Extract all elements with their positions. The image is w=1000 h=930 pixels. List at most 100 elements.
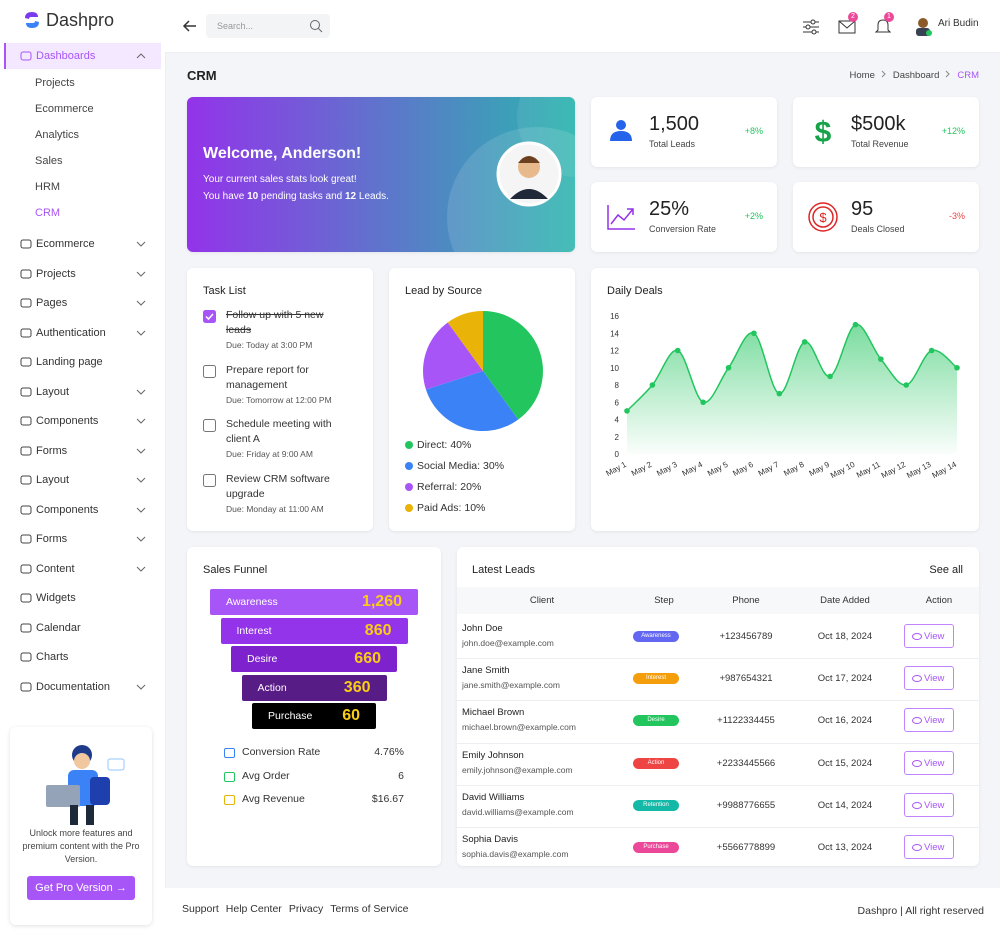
date: Oct 18, 2024 [817, 631, 873, 642]
legend-value: 30% [483, 460, 505, 472]
funnel-stage: Desire 660 [231, 646, 397, 672]
back-arrow[interactable] [182, 18, 198, 34]
mail-icon[interactable] [838, 19, 856, 35]
breadcrumb-item[interactable]: Home [849, 70, 875, 81]
nav-subitem[interactable]: Analytics [35, 129, 80, 141]
task-item[interactable]: Follow up with 5 new leads Due: Today at … [226, 308, 348, 353]
nav-item[interactable]: Ecommerce [36, 238, 95, 250]
nav-subitem[interactable]: Ecommerce [35, 103, 94, 115]
footer-links: Support Help Center Privacy Terms of Servic… [182, 903, 415, 915]
footer-link[interactable]: Privacy [288, 903, 324, 915]
nav-icon [20, 357, 32, 367]
funnel-stage: Purchase 60 [252, 703, 376, 729]
x-tick-label: May 4 [681, 460, 705, 478]
nav-item[interactable]: Authentication [36, 326, 106, 339]
nav-item[interactable]: Documentation [36, 680, 110, 693]
legend-dot [405, 462, 413, 470]
nav-item[interactable]: Forms [36, 444, 68, 457]
sep-path [881, 70, 886, 78]
nav-item[interactable]: Layout [36, 474, 70, 486]
nav-item[interactable]: Components [36, 503, 99, 516]
nav-item[interactable]: Widgets [36, 592, 76, 604]
nav-subitem[interactable]: CRM [35, 207, 61, 219]
bell-icon[interactable] [875, 17, 891, 35]
x-tick-label: May 12 [880, 460, 908, 481]
phone: +5566778899 [716, 842, 776, 853]
search-box[interactable] [206, 14, 330, 38]
nav-item[interactable]: Projects [36, 267, 76, 280]
breadcrumb-item[interactable]: Dashboard [892, 70, 940, 81]
settings-icon[interactable] [802, 18, 820, 36]
nav-item[interactable]: Calendar [36, 621, 81, 634]
metric-icon [224, 748, 235, 758]
nav-item[interactable]: Pages [36, 297, 68, 309]
nav-active-bg [4, 43, 161, 69]
phone: +1122334455 [717, 715, 775, 727]
eye-icon [912, 801, 922, 809]
checkbox [203, 419, 216, 433]
view-button[interactable]: View [904, 624, 954, 648]
nav-icon-shape [20, 298, 32, 308]
client-name: Jane Smith [462, 665, 510, 677]
y-tick-label: 16 [610, 312, 619, 321]
phone: +9988776655 [716, 799, 776, 811]
promo-button[interactable]: Get Pro Version → [27, 876, 135, 900]
chevron-path [136, 53, 146, 59]
see-all[interactable]: See all [929, 564, 963, 576]
task-item[interactable]: Prepare report for management Due: Tomorr… [226, 363, 348, 408]
task-item[interactable]: Review CRM software upgrade Due: Monday a… [226, 472, 348, 517]
view-button[interactable]: View [904, 708, 954, 733]
legend-value: 10% [464, 502, 486, 514]
view-button[interactable]: View [904, 792, 954, 817]
line-point [776, 390, 783, 397]
user-avatar[interactable] [912, 14, 934, 36]
stat-value: $500k [851, 113, 906, 135]
task-item[interactable]: Schedule meeting with client A Due: Frida… [226, 417, 348, 462]
legend-entry: Social Media30% [417, 458, 504, 474]
nav-item[interactable]: Landing page [36, 356, 103, 368]
x-tick-label: May 8 [782, 460, 806, 478]
nav-item[interactable]: Content [36, 562, 75, 575]
user-name[interactable]: Ari Budin [938, 18, 979, 29]
chart-title: Daily Deals [607, 285, 663, 297]
nav-item[interactable]: Charts [36, 651, 69, 663]
nav-item[interactable]: Forms [36, 533, 68, 545]
nav-icon-shape [20, 593, 32, 603]
footer-link[interactable]: Terms of Service [330, 903, 409, 915]
funnel-stage-name: Desire [247, 653, 278, 665]
footer-link[interactable]: Support [182, 903, 219, 915]
view-button[interactable]: View [904, 750, 954, 775]
nav-icon [20, 505, 32, 514]
line-point [903, 382, 910, 388]
stat-change: +2% [744, 211, 763, 221]
metric-label: Avg Revenue [242, 793, 305, 805]
nav-icon-shape [20, 534, 32, 544]
footer-link[interactable]: Help Center [225, 903, 282, 915]
client-email: sophia.davis@example.com [462, 849, 569, 859]
view-button[interactable]: View [904, 835, 954, 859]
task-due: Due: Monday at 11:00 AM [226, 504, 324, 515]
eye-shape [912, 844, 922, 851]
chevron-path [136, 536, 146, 542]
chevron [136, 330, 146, 336]
stat-icon: $ [815, 116, 832, 148]
eye-shape [912, 759, 922, 767]
nav-item[interactable]: Dashboards [36, 50, 96, 62]
breadcrumb-sep [946, 70, 951, 78]
nav-item[interactable]: Components [36, 415, 99, 427]
nav-subitem[interactable]: Sales [35, 155, 63, 167]
welcome-text: Leads. [356, 191, 389, 202]
legend-dot [405, 441, 413, 449]
nav-subitem[interactable]: HRM [35, 181, 61, 193]
metric-label: Conversion Rate [242, 746, 321, 758]
line-point [878, 356, 884, 362]
nav-item[interactable]: Layout [36, 385, 70, 398]
nav-icon-shape [20, 652, 32, 662]
table-header-bg [457, 587, 979, 614]
view-button[interactable]: View [904, 666, 954, 691]
nav-subitem[interactable]: Projects [35, 77, 75, 89]
x-tick-label: May 13 [905, 460, 933, 481]
nav-icon-shape [20, 505, 32, 514]
sidebar: Unlock more features and premium content… [0, 0, 166, 930]
chevron-path [136, 271, 146, 277]
